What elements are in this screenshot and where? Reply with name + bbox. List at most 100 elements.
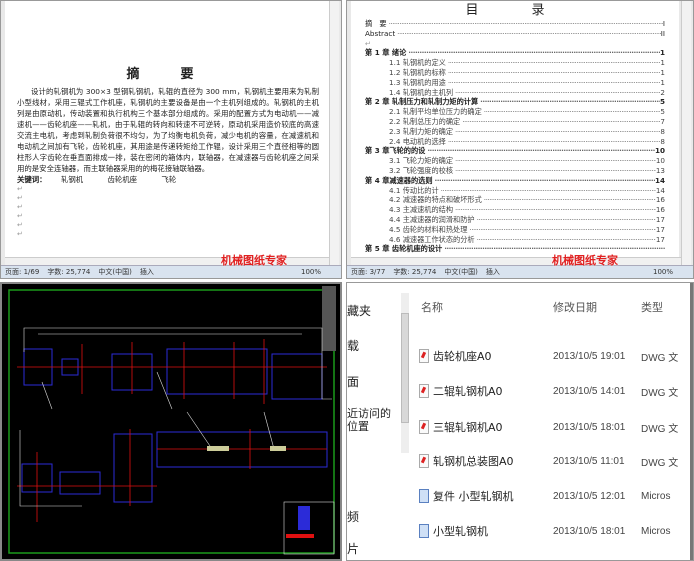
- toc-entry[interactable]: 4.2 减速器的特点和破坏形式 ·························…: [365, 195, 665, 205]
- toc-leader: ········································…: [440, 185, 656, 195]
- drawing-frame: [8, 289, 335, 554]
- toc-entry[interactable]: 4.4 主减速器的润滑和防护 ··························…: [365, 215, 665, 225]
- toc-entry[interactable]: 1.3 轧钢机的用途 ······························…: [365, 78, 665, 88]
- toc-entry-title: 第 2 章 轧制压力和轧制力矩的计算: [365, 97, 479, 107]
- toc-entry-title: 摘 要: [365, 19, 387, 28]
- insert-mode[interactable]: 插入: [139, 268, 154, 276]
- toc-entry[interactable]: 第 4 章减速器的选则 ·····························…: [365, 176, 665, 186]
- zoom-level[interactable]: 100%: [652, 268, 673, 276]
- column-header-date[interactable]: 修改日期: [553, 301, 597, 314]
- keyword: 轧钢机: [60, 175, 84, 184]
- title-block: [283, 501, 335, 555]
- column-header-type[interactable]: 类型: [641, 301, 663, 314]
- toc-leader: ········································…: [447, 58, 661, 68]
- toc-entry[interactable]: 摘 要 ·····································…: [365, 19, 665, 29]
- nav-item[interactable]: 藏夹: [347, 304, 372, 318]
- toc-entry-title: 4.2 减速器的特点和破坏形式: [389, 195, 482, 205]
- toc-entry[interactable]: 2.3 轧制力矩的确定 ·····························…: [365, 127, 665, 137]
- vertical-scrollbar[interactable]: [329, 1, 339, 265]
- window-border: [690, 283, 693, 560]
- file-row[interactable]: 二辊轧钢机A0 2013/10/5 14:01 DWG 文: [419, 382, 693, 400]
- toc-entry[interactable]: ↵: [365, 39, 665, 49]
- status-bar: 页面: 3/77 字数: 25,774 中文(中国) 插入 100%: [347, 265, 693, 278]
- toc-entry-title: 1.2 轧钢机的标称: [389, 67, 446, 77]
- toc-leader: ········································…: [434, 175, 655, 185]
- toc-entry[interactable]: 2.2 轧制总压力的确定 ····························…: [365, 117, 665, 127]
- toc-leader: ········································…: [483, 195, 656, 205]
- column-header-name[interactable]: 名称: [421, 301, 443, 314]
- file-row[interactable]: 三辊轧钢机A0 2013/10/5 18:01 DWG 文: [419, 418, 693, 436]
- toc-entry[interactable]: 2.1 轧制平均单位压力的确定 ·························…: [365, 107, 665, 117]
- language[interactable]: 中文(中国): [98, 268, 132, 276]
- nav-item[interactable]: 近访问的位置: [347, 407, 391, 433]
- toc-page-number: 2: [660, 87, 665, 97]
- toc-page-number: 14: [655, 185, 665, 195]
- center-lines: [17, 339, 327, 522]
- nav-item[interactable]: 载: [347, 339, 360, 353]
- document-page[interactable]: 摘 要 设计的轧钢机为 300×3 型钢轧钢机，轧辊的直径为 300 mm，轧钢…: [5, 1, 329, 265]
- nav-item[interactable]: 片: [347, 542, 360, 556]
- nav-item[interactable]: 频: [347, 510, 360, 524]
- file-row[interactable]: 复件 小型轧钢机 2013/10/5 12:01 Micros: [419, 487, 693, 505]
- toc-entry[interactable]: 1.2 轧钢机的标称 ······························…: [365, 68, 665, 78]
- toc-entry[interactable]: 4.5 齿轮的材料和热处理 ···························…: [365, 225, 665, 235]
- language[interactable]: 中文(中国): [444, 268, 478, 276]
- toc-leader: ········································…: [469, 224, 656, 234]
- cad-drawing: [8, 286, 336, 555]
- file-row[interactable]: 轧钢机总装图A0 2013/10/5 11:01 DWG 文: [419, 452, 693, 470]
- toc-page-number: 8: [660, 126, 665, 136]
- toc-entry-title: 4.6 减速器工作状态的分析: [389, 234, 475, 244]
- word-count[interactable]: 字数: 25,774: [393, 268, 437, 276]
- keywords-label: 关键词：: [17, 175, 47, 184]
- toc-entry[interactable]: 4.6 减速器工作状态的分析 ··························…: [365, 235, 665, 245]
- toc-page-number: 17: [655, 234, 665, 244]
- insert-mode[interactable]: 插入: [485, 268, 500, 276]
- toc-entry[interactable]: 4.1 传动比的计 ·······························…: [365, 186, 665, 196]
- zoom-level[interactable]: 100%: [300, 268, 321, 276]
- vertical-scrollbar[interactable]: [681, 1, 691, 265]
- toc-leader: ········································…: [455, 205, 656, 215]
- toc-page-number: 16: [655, 195, 665, 205]
- toc-entry[interactable]: 3.1 飞轮力矩的确定 ·····························…: [365, 156, 665, 166]
- nav-scrollbar[interactable]: [401, 293, 409, 453]
- word-count[interactable]: 字数: 25,774: [47, 268, 91, 276]
- toc-entry[interactable]: 2.4 电动机的选择 ······························…: [365, 137, 665, 147]
- toc-page-number: 17: [655, 224, 665, 234]
- file-row[interactable]: 小型轧钢机 2013/10/5 18:01 Micros: [419, 522, 693, 540]
- toc-entry-title: 1.3 轧钢机的用途: [389, 77, 446, 87]
- abstract-body: 设计的轧钢机为 300×3 型钢轧钢机，轧辊的直径为 300 mm，轧钢机主要用…: [17, 87, 319, 173]
- document-page[interactable]: 目 录 摘 要 ·································…: [351, 1, 679, 265]
- toc-entry[interactable]: Abstract ································…: [365, 29, 665, 39]
- toc-entry-title: 第 3 章飞轮的的设: [365, 146, 426, 156]
- toc-entry[interactable]: 第 1 章 绪论 ································…: [365, 48, 665, 58]
- toc-entry[interactable]: 4.3 主减速机的结构 ·····························…: [365, 205, 665, 215]
- page-count[interactable]: 页面: 3/77: [351, 268, 386, 276]
- file-row[interactable]: 齿轮机座A0 2013/10/5 19:01 DWG 文: [419, 347, 693, 365]
- file-date: 2013/10/5 18:01: [553, 525, 626, 537]
- toc-entry-title: 3.2 飞轮强度的校核: [389, 165, 454, 175]
- file-type: Micros: [641, 525, 671, 537]
- horizontal-scrollbar[interactable]: [351, 257, 681, 265]
- toc-entry[interactable]: 1.4 轧钢机的主机列 ·····························…: [365, 88, 665, 98]
- nav-item[interactable]: 面: [347, 375, 360, 389]
- toc-entry[interactable]: 1.1 轧钢机的定义 ······························…: [365, 58, 665, 68]
- watermark: 机械图纸专家: [221, 254, 287, 267]
- file-type: Micros: [641, 490, 671, 502]
- file-name: 小型轧钢机: [433, 525, 488, 538]
- toc-page-number: I: [662, 19, 665, 28]
- toc-page-number: 1: [660, 67, 665, 77]
- toc-page-number: 17: [655, 214, 665, 224]
- paragraph-marks: ↵ ↵ ↵ ↵ ↵ ↵: [17, 185, 23, 238]
- toc-entry[interactable]: 第 3 章飞轮的的设 ······························…: [365, 146, 665, 156]
- page-count[interactable]: 页面: 1/69: [5, 268, 40, 276]
- toc-entry[interactable]: 3.2 飞轮强度的校核 ·····························…: [365, 166, 665, 176]
- toc-entry-title: 2.2 轧制总压力的确定: [389, 116, 461, 126]
- toc-entry[interactable]: 第 2 章 轧制压力和轧制力矩的计算 ······················…: [365, 97, 665, 107]
- status-bar: 页面: 1/69 字数: 25,774 中文(中国) 插入 100%: [1, 265, 341, 278]
- toolbar-panel: [322, 286, 336, 351]
- navigation-pane: 藏夹 载 面 近访问的位置 频 片: [347, 283, 401, 560]
- horizontal-scrollbar[interactable]: [5, 257, 329, 265]
- cad-drawing-view[interactable]: [0, 282, 342, 561]
- toc-entry[interactable]: 第 5 章 齿轮机座的设计 ···························…: [365, 244, 665, 254]
- toc-page-number: 5: [660, 107, 665, 117]
